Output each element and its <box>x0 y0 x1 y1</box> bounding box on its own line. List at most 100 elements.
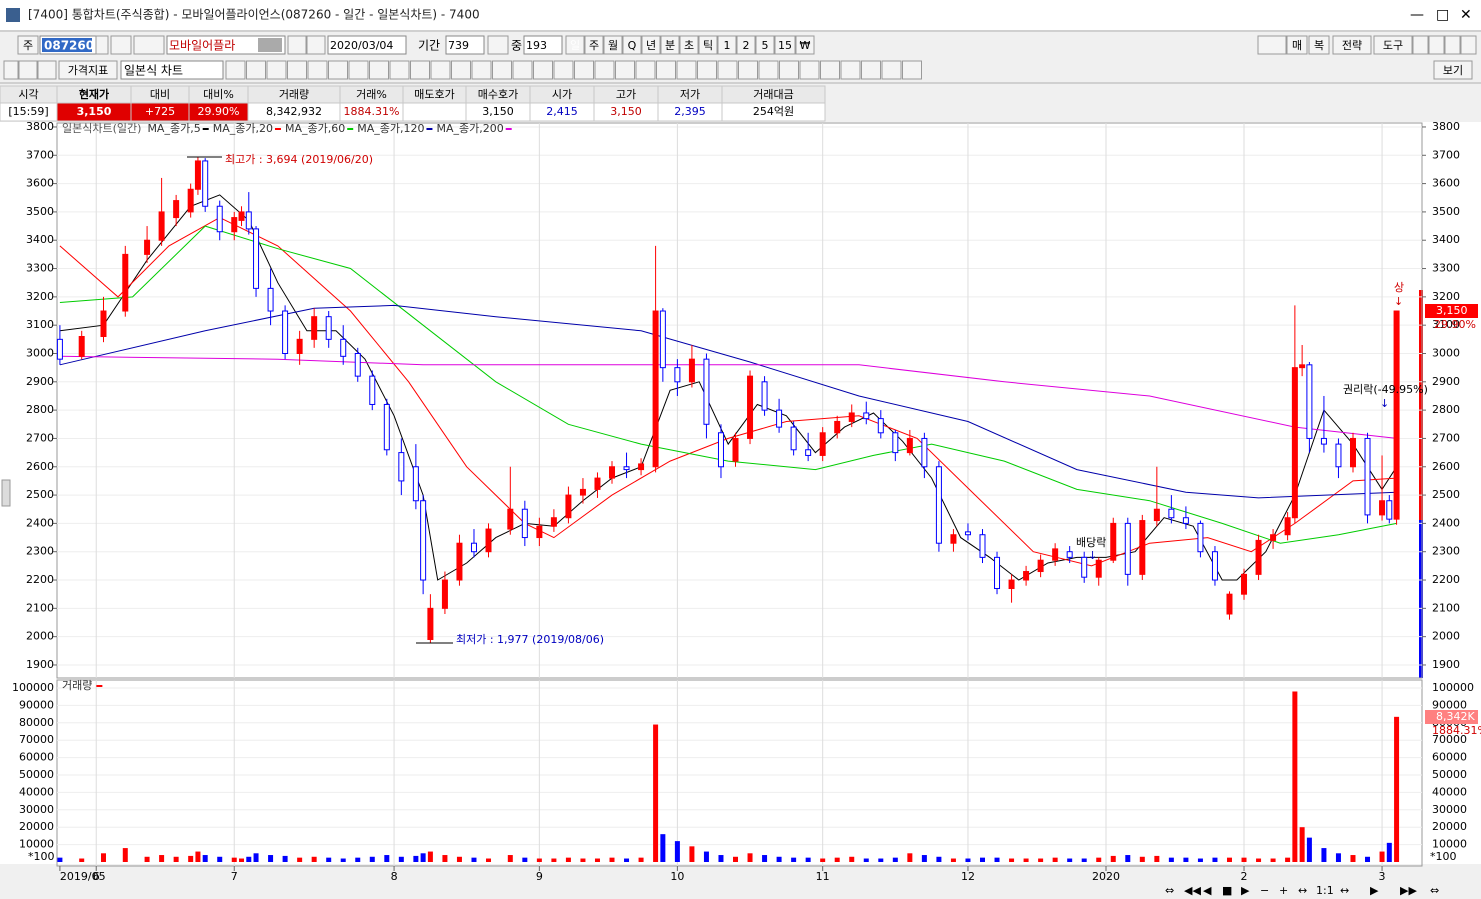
candle-body <box>369 375 376 405</box>
interval-btn[interactable] <box>660 35 680 55</box>
draw-tool[interactable] <box>307 60 328 80</box>
tool-icon[interactable] <box>1460 35 1477 55</box>
interval-btn[interactable] <box>717 35 737 55</box>
candle-body <box>623 466 630 471</box>
draw-tool[interactable] <box>820 60 840 80</box>
scroll-btn[interactable]: ↔ <box>1298 884 1307 897</box>
market-select[interactable] <box>17 35 39 55</box>
draw-tool[interactable] <box>369 60 389 80</box>
interval-btn[interactable] <box>603 35 623 55</box>
tool-icon[interactable] <box>1428 35 1445 55</box>
y-tick-label: 90000 <box>1432 698 1467 711</box>
draw-tool[interactable] <box>389 60 410 80</box>
draw-tool[interactable] <box>287 60 307 80</box>
scroll-btn[interactable]: ⇔ <box>1430 884 1439 897</box>
candle-body <box>1095 559 1102 578</box>
right-btn[interactable] <box>1286 35 1308 55</box>
right-btn[interactable] <box>1308 35 1330 55</box>
draw-tool[interactable] <box>451 60 471 80</box>
name-field[interactable] <box>166 35 286 55</box>
candle-body <box>1349 437 1356 468</box>
interval-btn[interactable] <box>698 35 718 55</box>
draw-tool[interactable] <box>553 60 574 80</box>
interval-btn[interactable] <box>795 35 815 55</box>
scroll-btn[interactable]: ■ <box>1222 884 1232 897</box>
draw-tool[interactable] <box>738 60 758 80</box>
scroll-btn[interactable]: ⇔ <box>1165 884 1174 897</box>
x-tick-label: 8 <box>391 870 398 883</box>
indicator-btn[interactable] <box>58 60 118 80</box>
next-btn[interactable] <box>287 35 307 55</box>
edit-btn[interactable] <box>37 60 57 80</box>
sort-btn[interactable] <box>133 35 165 55</box>
draw-tool[interactable] <box>840 60 861 80</box>
draw-tool[interactable] <box>246 60 266 80</box>
interval-btn[interactable] <box>679 35 699 55</box>
draw-tool[interactable] <box>266 60 287 80</box>
draw-tool[interactable] <box>512 60 533 80</box>
right-btn[interactable] <box>1373 35 1413 55</box>
code-drop[interactable] <box>95 35 109 55</box>
scroll-btn[interactable]: ▶ <box>1370 884 1379 897</box>
draw-tool[interactable] <box>533 60 553 80</box>
prev-btn[interactable] <box>306 35 326 55</box>
interval-btn[interactable] <box>565 35 585 55</box>
draw-tool[interactable] <box>574 60 594 80</box>
scroll-btn[interactable]: ◀ <box>1203 884 1212 897</box>
scroll-btn[interactable]: ▶▶ <box>1400 884 1417 897</box>
draw-tool[interactable] <box>799 60 820 80</box>
draw-tool[interactable] <box>430 60 451 80</box>
draw-tool[interactable] <box>881 60 902 80</box>
draw-tool[interactable] <box>225 60 246 80</box>
up-arrow-btn[interactable] <box>3 60 19 80</box>
draw-tool[interactable] <box>348 60 369 80</box>
draw-tool[interactable] <box>594 60 615 80</box>
interval-btn[interactable] <box>641 35 661 55</box>
interval-btn[interactable] <box>584 35 604 55</box>
draw-tool[interactable] <box>902 60 922 80</box>
scroll-btn[interactable]: ↔ <box>1340 884 1349 897</box>
volume-bar <box>1096 857 1102 862</box>
right-btn[interactable] <box>1332 35 1372 55</box>
draw-tool[interactable] <box>676 60 697 80</box>
chart-kind-field[interactable] <box>120 60 224 80</box>
y-tick-label: 3400 <box>1432 233 1460 246</box>
side-toggle[interactable] <box>1 479 11 507</box>
search-btn[interactable] <box>110 35 132 55</box>
draw-tool[interactable] <box>635 60 656 80</box>
interval-btn[interactable] <box>622 35 642 55</box>
draw-tool[interactable] <box>615 60 635 80</box>
interval-btn[interactable] <box>736 35 756 55</box>
candle-body <box>1168 508 1175 519</box>
draw-tool[interactable] <box>328 60 348 80</box>
interval-btn[interactable] <box>774 35 796 55</box>
scroll-btn[interactable]: ▶ <box>1241 884 1250 897</box>
draw-tool[interactable] <box>656 60 676 80</box>
minimize[interactable]: — <box>1410 7 1424 23</box>
draw-tool[interactable] <box>779 60 799 80</box>
scroll-btn[interactable]: − <box>1260 884 1269 897</box>
market-select-label: 주 <box>23 39 33 52</box>
view-btn[interactable] <box>1433 60 1473 80</box>
draw-tool[interactable] <box>492 60 512 80</box>
cloud-btn[interactable] <box>1257 35 1287 55</box>
period-field[interactable] <box>445 35 485 55</box>
maximize[interactable]: □ <box>1436 7 1449 23</box>
lr-btn[interactable] <box>18 60 38 80</box>
mid-field[interactable] <box>523 35 563 55</box>
scroll-btn[interactable]: ◀◀ <box>1184 884 1201 897</box>
link-btn[interactable] <box>487 35 509 55</box>
draw-tool[interactable] <box>410 60 430 80</box>
draw-tool[interactable] <box>697 60 717 80</box>
close[interactable]: ✕ <box>1460 7 1472 23</box>
volume-bar <box>326 857 332 862</box>
scroll-btn[interactable]: + <box>1279 884 1288 897</box>
date-field[interactable] <box>327 35 407 55</box>
interval-btn[interactable] <box>755 35 775 55</box>
draw-tool[interactable] <box>717 60 738 80</box>
draw-tool[interactable] <box>758 60 779 80</box>
tool-icon[interactable] <box>1444 35 1461 55</box>
tool-icon[interactable] <box>1412 35 1429 55</box>
draw-tool[interactable] <box>471 60 492 80</box>
draw-tool[interactable] <box>861 60 881 80</box>
